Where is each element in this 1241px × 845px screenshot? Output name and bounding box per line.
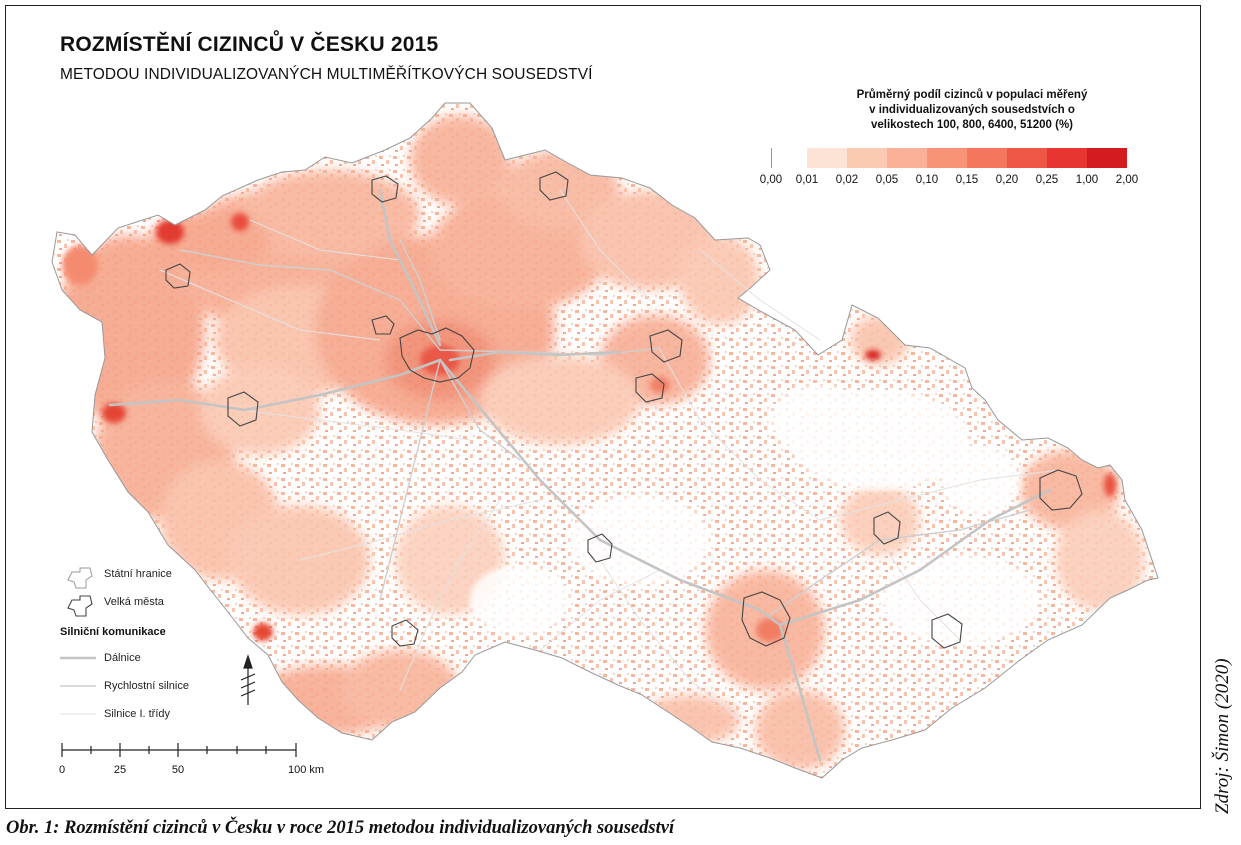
key-expressway-label: Rychlostní silnice [104,680,189,692]
city-outline-olomouc [873,511,901,545]
key-motorway-label: Dálnice [104,652,141,664]
density-surface [52,103,1158,778]
city-outline-usti [371,175,399,203]
map-subtitle: METODOU INDIVIDUALIZOVANÝCH MULTIMĚŘÍTKO… [60,66,593,83]
legend-title-line: Průměrný podíl cizinců v populaci měřený [856,89,1088,101]
map-title: ROZMÍSTĚNÍ CIZINCŮ V ČESKU 2015 [60,33,439,56]
city-outline-hradec [649,329,683,363]
legend-break-label: 0,10 [915,174,939,186]
legend-color-bar [807,148,1127,168]
scale-label-25: 25 [113,764,127,776]
legend-break-label: 0,05 [875,174,899,186]
scale-label-50: 50 [171,764,185,776]
city-outline-karlovy-vary [165,263,191,289]
key-symbols [60,567,96,715]
legend-class-swatch [927,148,967,168]
city-outline-kladno [371,315,395,335]
city-outline-plzen [227,391,259,427]
legend-title-line: v individualizovaných sousedstvích o [869,104,1075,116]
legend-zero-tick [771,148,772,168]
scale-label-0: 0 [58,764,66,776]
big-city-key-icon [67,595,93,617]
legend-break-label: 0,00 [759,174,783,186]
city-outline-ceske-budejovice [391,619,419,647]
legend-title: Průměrný podíl cizinců v populaci měřený… [782,88,1162,133]
legend-class-swatch [1047,148,1087,168]
scale-bar [61,743,297,757]
legend-break-label: 0,01 [795,174,819,186]
key-state-border-label: Státní hranice [104,568,172,580]
legend-class-swatch [967,148,1007,168]
key-first-class-label: Silnice I. třídy [104,708,171,720]
state-border-key-icon [67,567,93,589]
city-outline-ostrava [1039,469,1083,511]
key-roads-heading: Silniční komunikace [60,626,166,638]
north-arrow-icon [240,654,256,705]
city-outline-jihlava [587,533,613,563]
key-big-cities-label: Velká města [104,596,164,608]
city-outline-prague [399,327,475,383]
legend-class-swatch [847,148,887,168]
legend-break-label: 1,00 [1075,174,1099,186]
legend-title-line: velikostech 100, 800, 6400, 51200 (%) [870,119,1074,131]
source-note: Zdroj: Šimon (2020) [1212,658,1233,814]
legend-break-label: 0,20 [995,174,1019,186]
legend-class-swatch [1087,148,1127,168]
legend-class-swatch [887,148,927,168]
city-outline-liberec [539,171,569,201]
city-outline-zlin [931,613,963,649]
legend-break-label: 0,15 [955,174,979,186]
figure-caption: Obr. 1: Rozmístění cizinců v Česku v roc… [6,818,675,838]
legend-class-swatch [807,148,847,168]
legend-break-label: 2,00 [1115,174,1139,186]
legend-class-swatch [1007,148,1047,168]
scale-label-100km: 100 km [287,764,325,776]
city-outline-brno [741,591,791,647]
legend-break-label: 0,02 [835,174,859,186]
legend-break-label: 0,25 [1035,174,1059,186]
road-network [108,188,1061,762]
city-outline-pardubice [635,373,665,403]
big-city-outlines [165,171,1083,649]
